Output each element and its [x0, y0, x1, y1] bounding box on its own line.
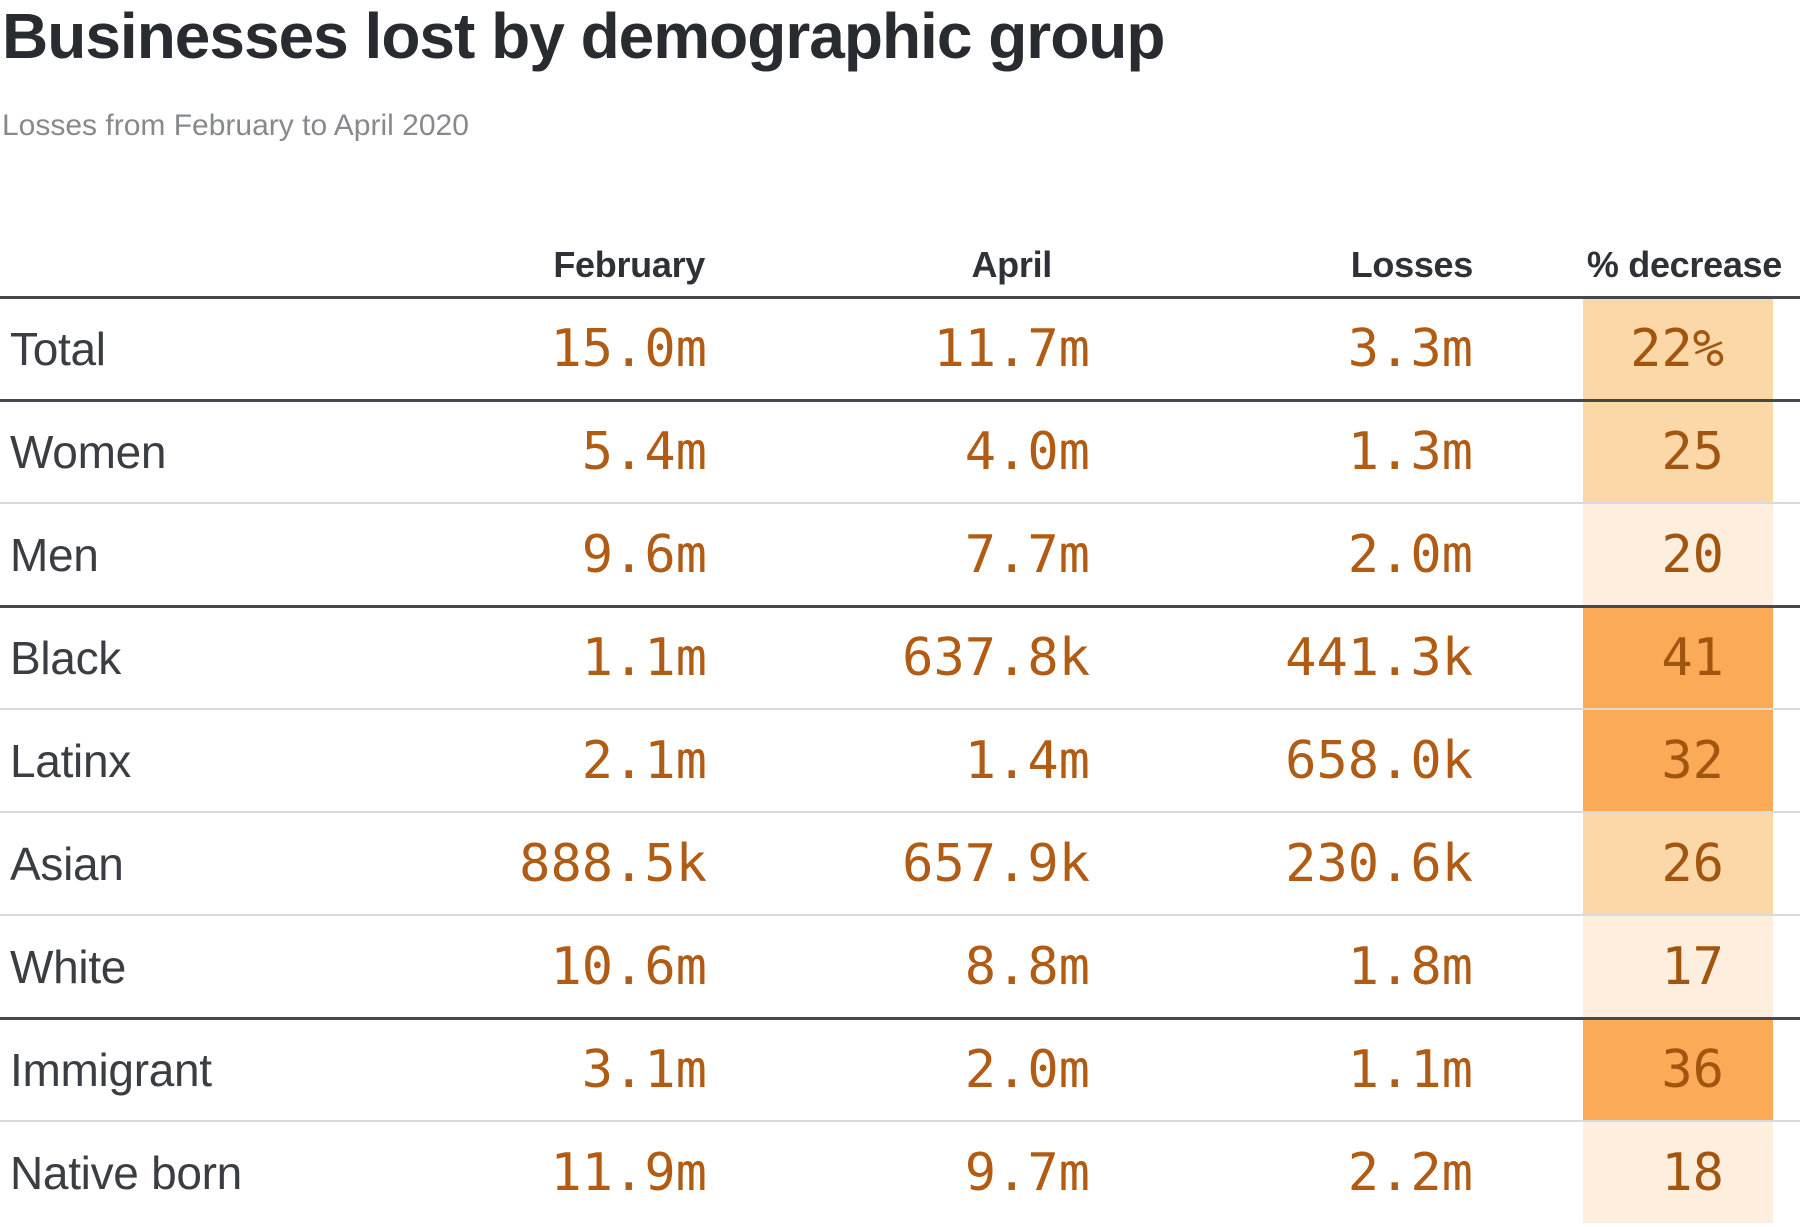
column-header-percent-decrease: % decrease: [1586, 244, 1782, 285]
column-gap: [1473, 402, 1583, 502]
cell-percent-decrease: 20: [1583, 504, 1773, 605]
cell-february: 3.1m: [581, 1040, 707, 1100]
column-header-february: February: [553, 244, 705, 285]
row-label: Immigrant: [10, 1044, 212, 1096]
row-label: Women: [10, 426, 167, 478]
cell-percent-decrease: 41: [1583, 608, 1773, 708]
cell-losses: 2.2m: [1347, 1142, 1473, 1203]
cell-february: 10.6m: [550, 936, 707, 997]
page-title: Businesses lost by demographic group: [2, 0, 1165, 72]
cell-losses: 3.3m: [1347, 319, 1473, 379]
cell-april: 8.8m: [964, 936, 1090, 997]
row-label: Latinx: [10, 734, 131, 787]
table-row-men: Men 9.6m 7.7m 2.0m 20: [0, 502, 1800, 605]
cell-percent-decrease: 18: [1583, 1122, 1773, 1223]
cell-february: 15.0m: [550, 319, 707, 379]
cell-percent-decrease: 32: [1583, 710, 1773, 811]
table-row-native-born: Native born 11.9m 9.7m 2.2m 18: [0, 1120, 1800, 1223]
table-body: Total 15.0m 11.7m 3.3m 22% Women 5.4m 4.…: [0, 296, 1800, 1223]
cell-losses: 1.1m: [1347, 1040, 1473, 1100]
row-label: White: [10, 940, 127, 993]
cell-percent-decrease: 17: [1583, 916, 1773, 1017]
page-subtitle: Losses from February to April 2020: [2, 109, 469, 142]
cell-february: 2.1m: [581, 730, 707, 791]
cell-losses: 441.3k: [1285, 628, 1473, 688]
cell-percent-decrease: 25: [1583, 402, 1773, 502]
table-row-latinx: Latinx 2.1m 1.4m 658.0k 32: [0, 708, 1800, 811]
cell-april: 11.7m: [933, 319, 1090, 379]
column-gap: [1473, 1020, 1583, 1120]
table-row-black: Black 1.1m 637.8k 441.3k 41: [0, 605, 1800, 708]
cell-april: 1.4m: [964, 730, 1090, 791]
cell-february: 11.9m: [550, 1142, 707, 1203]
column-header-losses: Losses: [1350, 244, 1474, 285]
table-row-immigrant: Immigrant 3.1m 2.0m 1.1m 36: [0, 1017, 1800, 1120]
cell-percent-decrease: 22%: [1583, 299, 1773, 399]
cell-april: 637.8k: [902, 628, 1090, 688]
table-row-asian: Asian 888.5k 657.9k 230.6k 26: [0, 811, 1800, 914]
row-label: Asian: [10, 837, 124, 890]
column-gap: [1473, 1122, 1583, 1223]
cell-losses: 230.6k: [1285, 833, 1473, 894]
cell-losses: 1.3m: [1347, 422, 1473, 482]
column-gap: [1473, 813, 1583, 914]
row-label: Black: [10, 632, 121, 684]
cell-april: 9.7m: [964, 1142, 1090, 1203]
column-gap: [1473, 608, 1583, 708]
cell-february: 888.5k: [519, 833, 707, 894]
cell-losses: 658.0k: [1285, 730, 1473, 791]
cell-april: 2.0m: [964, 1040, 1090, 1100]
cell-april: 7.7m: [964, 524, 1090, 585]
table-row-women: Women 5.4m 4.0m 1.3m 25: [0, 399, 1800, 502]
table-row-white: White 10.6m 8.8m 1.8m 17: [0, 914, 1800, 1017]
column-header-april: April: [971, 244, 1052, 285]
column-gap: [1473, 916, 1583, 1017]
cell-losses: 2.0m: [1347, 524, 1473, 585]
cell-february: 1.1m: [581, 628, 707, 688]
table-row-total: Total 15.0m 11.7m 3.3m 22%: [0, 296, 1800, 399]
row-label: Total: [10, 323, 106, 375]
cell-february: 9.6m: [581, 524, 707, 585]
cell-percent-decrease: 36: [1583, 1020, 1773, 1120]
cell-percent-decrease: 26: [1583, 813, 1773, 914]
row-label: Men: [10, 528, 99, 581]
cell-april: 4.0m: [964, 422, 1090, 482]
cell-february: 5.4m: [581, 422, 707, 482]
column-gap: [1473, 504, 1583, 605]
column-gap: [1473, 710, 1583, 811]
column-gap: [1473, 299, 1583, 399]
cell-losses: 1.8m: [1347, 936, 1473, 997]
cell-april: 657.9k: [902, 833, 1090, 894]
row-label: Native born: [10, 1146, 242, 1199]
